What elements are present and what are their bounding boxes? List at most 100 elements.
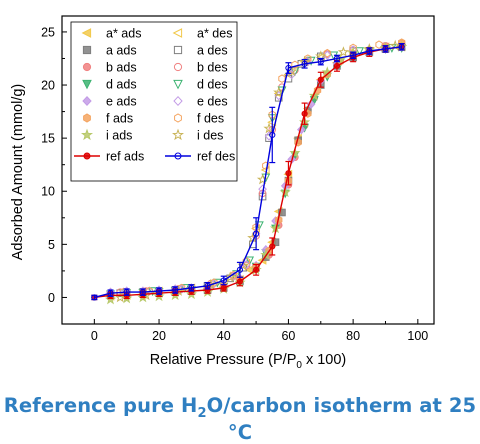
legend-label: a* ads — [106, 27, 141, 41]
legend-label: e des — [197, 95, 228, 109]
data-point — [366, 47, 373, 55]
legend-label: b ads — [106, 61, 137, 75]
legend-marker — [83, 152, 91, 160]
y-tick-label: 25 — [41, 25, 55, 39]
data-point — [382, 45, 389, 53]
data-point — [333, 55, 341, 62]
data-point — [104, 293, 117, 305]
caption-subscript: 2 — [197, 405, 207, 421]
legend-label: ref ads — [106, 150, 144, 164]
x-axis-label-end: x 100) — [302, 352, 346, 368]
y-tick-label: 5 — [48, 238, 55, 252]
data-point — [245, 256, 255, 266]
data-point — [301, 60, 308, 67]
data-point — [301, 110, 308, 117]
legend-marker — [172, 28, 183, 38]
legend-label: i ads — [106, 129, 132, 143]
legend-label: d des — [197, 78, 228, 92]
data-point — [252, 266, 260, 273]
legend-marker — [80, 128, 94, 141]
legend-label: a* des — [197, 27, 232, 41]
data-point — [289, 147, 301, 158]
data-point — [291, 60, 299, 70]
plot-frame — [61, 15, 435, 325]
caption-container: Reference pure H2O/carbon isotherm at 25… — [0, 394, 480, 444]
legend-label: ref des — [197, 150, 235, 164]
legend-marker — [173, 79, 183, 90]
x-tick-label: 60 — [281, 329, 295, 343]
x-tick-label: 20 — [152, 329, 166, 343]
legend-label: i des — [197, 129, 223, 143]
data-point — [262, 161, 270, 170]
legend-marker — [174, 152, 182, 160]
legend-label: d ads — [106, 78, 137, 92]
legend-marker — [82, 62, 92, 72]
data-point — [91, 294, 98, 301]
axis-ticks: 0 20 40 60 80 100 0 5 10 15 20 25 — [41, 25, 428, 343]
legend-marker — [82, 79, 92, 90]
data-point — [306, 99, 316, 109]
data-point — [317, 58, 324, 65]
data-point — [123, 289, 130, 296]
x-tick-label: 0 — [91, 329, 98, 343]
data-point — [333, 62, 341, 70]
y-tick-label: 10 — [41, 185, 55, 199]
legend: a* ads a* des a ads a des b ads b des d ads d d… — [70, 21, 238, 182]
data-point — [297, 124, 306, 135]
data-point — [375, 40, 383, 49]
data-point — [398, 43, 405, 50]
data-point — [236, 266, 244, 273]
x-tick-label: 100 — [407, 329, 428, 343]
data-point — [264, 131, 274, 141]
legend-marker — [173, 45, 183, 55]
legend-marker — [174, 113, 182, 123]
data-point — [350, 52, 357, 59]
data-point — [322, 50, 332, 61]
plot-area — [91, 38, 408, 305]
x-tick-label: 80 — [346, 329, 360, 343]
data-point — [323, 48, 331, 58]
y-tick-label: 20 — [41, 79, 55, 93]
y-axis-label: Adsorbed Amount (mmol/g) — [10, 84, 26, 261]
legend-marker — [173, 95, 183, 107]
legend-box — [70, 21, 238, 182]
legend-marker — [171, 128, 185, 141]
legend-label: f des — [197, 112, 224, 126]
data-point — [285, 64, 292, 72]
figure-caption: Reference pure H2O/carbon isotherm at 25… — [4, 394, 476, 444]
data-point — [278, 208, 286, 217]
legend-label: a des — [197, 44, 228, 58]
data-point — [204, 282, 211, 289]
data-point — [107, 290, 114, 297]
data-point — [114, 291, 126, 303]
x-tick-label: 40 — [217, 329, 231, 343]
legend-marker — [83, 113, 91, 123]
caption-prefix: Reference pure H — [3, 394, 198, 417]
caption-suffix: O/carbon isotherm at 25 °C — [206, 394, 477, 444]
data-point — [236, 278, 244, 285]
data-point — [273, 86, 285, 98]
data-point — [337, 46, 350, 57]
data-point — [172, 286, 179, 294]
data-point — [285, 170, 292, 177]
data-point — [269, 131, 276, 139]
x-axis-label-main: Relative Pressure (P/P — [150, 352, 297, 368]
legend-label: a ads — [106, 44, 137, 58]
data-point — [139, 289, 146, 296]
x-axis-label-sub: 0 — [296, 360, 302, 371]
data-point — [269, 243, 276, 250]
data-point — [308, 89, 321, 101]
legend-marker — [82, 45, 92, 55]
series-ref-des — [91, 43, 405, 301]
legend-label: e ads — [106, 95, 137, 109]
data-point — [317, 76, 324, 83]
data-point — [220, 284, 227, 291]
x-axis-label: Relative Pressure (P/P0 x 100) — [150, 352, 347, 371]
data-point — [279, 186, 291, 198]
data-point — [155, 287, 163, 295]
data-point — [278, 74, 286, 83]
y-tick-label: 15 — [41, 132, 55, 146]
data-point — [260, 165, 270, 175]
y-tick-label: 0 — [48, 291, 55, 305]
